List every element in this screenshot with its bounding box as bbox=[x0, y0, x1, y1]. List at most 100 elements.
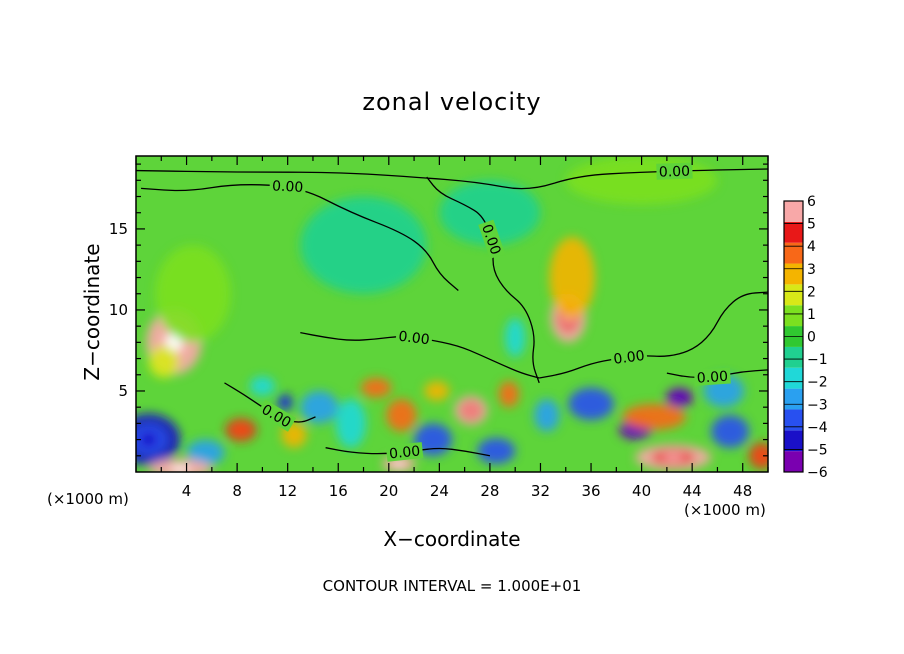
colorbar-segment bbox=[784, 221, 803, 243]
colorbar-segment bbox=[784, 263, 803, 285]
colorbar-label: −4 bbox=[807, 420, 828, 436]
field-blob bbox=[186, 439, 225, 466]
contour-label-bg bbox=[656, 162, 693, 180]
field-blob-peak bbox=[282, 399, 288, 405]
x-tick-label: 20 bbox=[379, 482, 398, 500]
y-tick-label: 5 bbox=[118, 382, 128, 400]
colorbar-segment bbox=[784, 242, 803, 264]
contour-label: 0.00 bbox=[693, 367, 731, 387]
colorbar-segment bbox=[784, 284, 803, 306]
field-blob-peak bbox=[466, 406, 476, 415]
colorbar-label: 4 bbox=[807, 239, 816, 255]
y-tick-label: 10 bbox=[109, 301, 128, 319]
field-blob bbox=[549, 237, 595, 319]
x-axis: 4 8 12 16 20 24 28 32 36 40 44 48 bbox=[135, 156, 769, 500]
x-tick-label: 8 bbox=[232, 482, 242, 500]
colorbar-segment bbox=[784, 305, 803, 327]
field-blob bbox=[249, 376, 276, 396]
field-blob bbox=[414, 423, 452, 456]
contour-label: 0.00 bbox=[269, 177, 307, 196]
colorbar-segment bbox=[784, 409, 803, 431]
x-tick-label: 36 bbox=[581, 482, 600, 500]
colorbar-label: 0 bbox=[807, 330, 816, 346]
contour-label-text: 0.00 bbox=[397, 329, 430, 349]
field-blob bbox=[386, 399, 417, 432]
colorbar-label: −1 bbox=[807, 352, 828, 368]
contour-label-text: 0.00 bbox=[659, 164, 691, 181]
colorbar-segment bbox=[784, 201, 803, 222]
field-blob bbox=[505, 318, 526, 357]
colorbar-label: −3 bbox=[807, 397, 828, 413]
field-blob bbox=[154, 245, 231, 343]
x-tick-label: 4 bbox=[182, 482, 192, 500]
field-blob bbox=[439, 180, 541, 246]
contour-label-bg bbox=[269, 177, 307, 196]
colorbar-label: −2 bbox=[807, 375, 828, 391]
contour-label: 0.00 bbox=[656, 162, 693, 181]
x-tick-label: 48 bbox=[733, 482, 752, 500]
colorbar-segment bbox=[784, 367, 803, 389]
contour-label: 0.00 bbox=[610, 346, 648, 368]
x-tick-label: 28 bbox=[480, 482, 499, 500]
field-blob bbox=[711, 415, 750, 448]
field-blob bbox=[477, 437, 516, 464]
contour-label-text: 0.00 bbox=[613, 348, 646, 368]
x-tick-label: 12 bbox=[278, 482, 297, 500]
colorbar-label: 2 bbox=[807, 284, 816, 300]
contour-interval-note: CONTOUR INTERVAL = 1.000E+01 bbox=[322, 577, 582, 595]
field-blob-peak bbox=[236, 426, 246, 434]
contour-label-bg bbox=[385, 442, 424, 462]
field-blob bbox=[360, 378, 392, 398]
colorbar-segment bbox=[784, 388, 803, 410]
contour-label-text: 0.00 bbox=[388, 443, 421, 462]
colorbar: −6 −5 −4 −3 −2 −1 0 1 2 3 4 5 6 bbox=[783, 194, 828, 481]
y-axis-label: Z−coordinate bbox=[80, 243, 104, 381]
field-blob-peak bbox=[675, 394, 684, 401]
x-axis-label: X−coordinate bbox=[383, 527, 521, 551]
y-axis: 5 10 15 bbox=[109, 163, 768, 457]
x-unit-label-right: (×1000 m) bbox=[684, 501, 766, 519]
colorbar-segment bbox=[784, 430, 803, 452]
field-blob bbox=[300, 196, 427, 294]
colorbar-segment bbox=[784, 451, 803, 472]
velocity-field bbox=[136, 156, 768, 472]
x-tick-label: 44 bbox=[683, 482, 702, 500]
plot-frame bbox=[135, 155, 769, 473]
contour-line bbox=[141, 184, 459, 291]
contour-label-bg bbox=[478, 219, 506, 259]
contour-label-bg bbox=[693, 367, 731, 386]
contour-label: 0.00 bbox=[385, 442, 424, 462]
contour-line bbox=[539, 291, 768, 379]
y-tick-label: 15 bbox=[109, 220, 128, 238]
colorbar-segment bbox=[784, 346, 803, 368]
field-blob bbox=[424, 381, 450, 401]
field-blob-peak bbox=[757, 451, 766, 460]
field-blob bbox=[148, 345, 179, 379]
field-blob bbox=[534, 399, 560, 432]
colorbar-label: 3 bbox=[807, 262, 816, 278]
field-blob-peak bbox=[170, 465, 190, 472]
field-blob-peak bbox=[661, 453, 685, 462]
contour-label: 0.00 bbox=[395, 327, 433, 348]
colorbar-label: −5 bbox=[807, 442, 828, 458]
x-tick-label: 32 bbox=[531, 482, 550, 500]
x-tick-label: 40 bbox=[632, 482, 651, 500]
contour-label-bg bbox=[395, 327, 433, 348]
field-blob-peak bbox=[139, 431, 159, 448]
colorbar-label: 1 bbox=[807, 307, 816, 323]
field-blob bbox=[300, 390, 339, 424]
contour-label-text: 0.00 bbox=[696, 369, 728, 387]
colorbar-label: 6 bbox=[807, 194, 816, 210]
colorbar-label: −6 bbox=[807, 465, 828, 481]
field-blobs bbox=[136, 156, 768, 472]
contour-label-text: 0.00 bbox=[272, 178, 304, 196]
field-blob-peak bbox=[393, 461, 404, 467]
field-blob bbox=[335, 399, 367, 448]
x-tick-label: 24 bbox=[430, 482, 449, 500]
x-tick-label: 16 bbox=[329, 482, 348, 500]
field-blob bbox=[622, 403, 686, 430]
x-unit-label-left: (×1000 m) bbox=[47, 490, 129, 508]
field-blob bbox=[568, 387, 614, 421]
